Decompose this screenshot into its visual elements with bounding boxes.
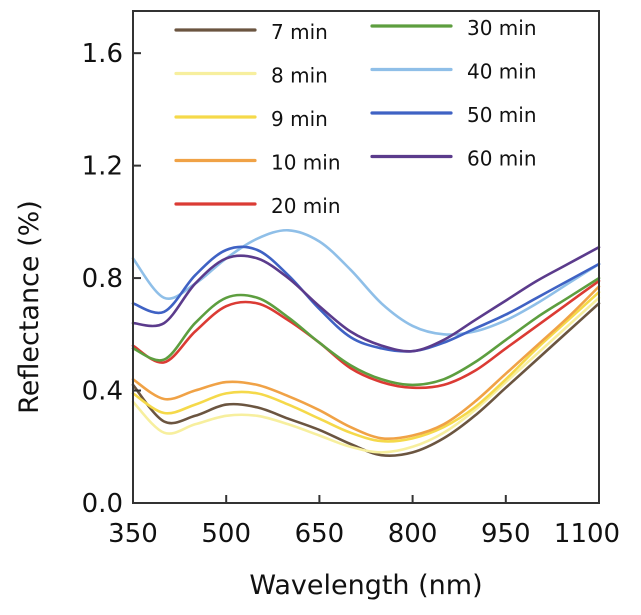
y-tick-label: 1.2 bbox=[82, 152, 123, 182]
legend-label: 40 min bbox=[467, 60, 537, 84]
legend-label: 50 min bbox=[467, 103, 537, 127]
x-tick-label: 500 bbox=[201, 519, 251, 549]
x-tick-label: 1100 bbox=[554, 519, 620, 549]
y-tick-label: 0.8 bbox=[82, 264, 123, 294]
legend-label: 7 min bbox=[271, 20, 328, 44]
y-axis: 0.0 0.4 0.8 1.2 1.6 bbox=[82, 39, 141, 519]
x-tick-label: 650 bbox=[295, 519, 345, 549]
y-tick-label: 0.4 bbox=[82, 377, 123, 407]
plot-frame bbox=[132, 10, 600, 504]
legend-label: 8 min bbox=[271, 64, 328, 88]
x-tick-label: 950 bbox=[481, 519, 531, 549]
series-line-10-min bbox=[131, 285, 601, 441]
plot-lines bbox=[131, 228, 601, 458]
y-tick-label: 0.0 bbox=[82, 489, 123, 519]
series-line-50-min bbox=[131, 245, 601, 353]
legend-label: 30 min bbox=[467, 16, 537, 40]
series-line-20-min bbox=[131, 279, 601, 390]
legend-label: 60 min bbox=[467, 147, 537, 171]
series-line-9-min bbox=[131, 290, 601, 443]
y-axis-label: Reflectance (%) bbox=[14, 200, 45, 414]
legend-label: 10 min bbox=[271, 151, 341, 175]
y-tick-label: 1.6 bbox=[82, 39, 123, 69]
legend-label: 20 min bbox=[271, 194, 341, 218]
series-line-40-min bbox=[131, 228, 601, 336]
legend: 7 min 8 min 9 min 10 min 20 min 30 min 40 min 5… bbox=[174, 16, 537, 218]
x-tick-label: 800 bbox=[388, 519, 438, 549]
series-line-60-min bbox=[131, 245, 601, 353]
x-axis-label: Wavelength (nm) bbox=[249, 570, 482, 601]
series-line-8-min bbox=[131, 296, 601, 454]
legend-label: 9 min bbox=[271, 107, 328, 131]
x-tick-label: 350 bbox=[108, 519, 158, 549]
x-axis: 350 500 650 800 950 1100 bbox=[108, 495, 620, 549]
series-line-30-min bbox=[131, 276, 601, 387]
